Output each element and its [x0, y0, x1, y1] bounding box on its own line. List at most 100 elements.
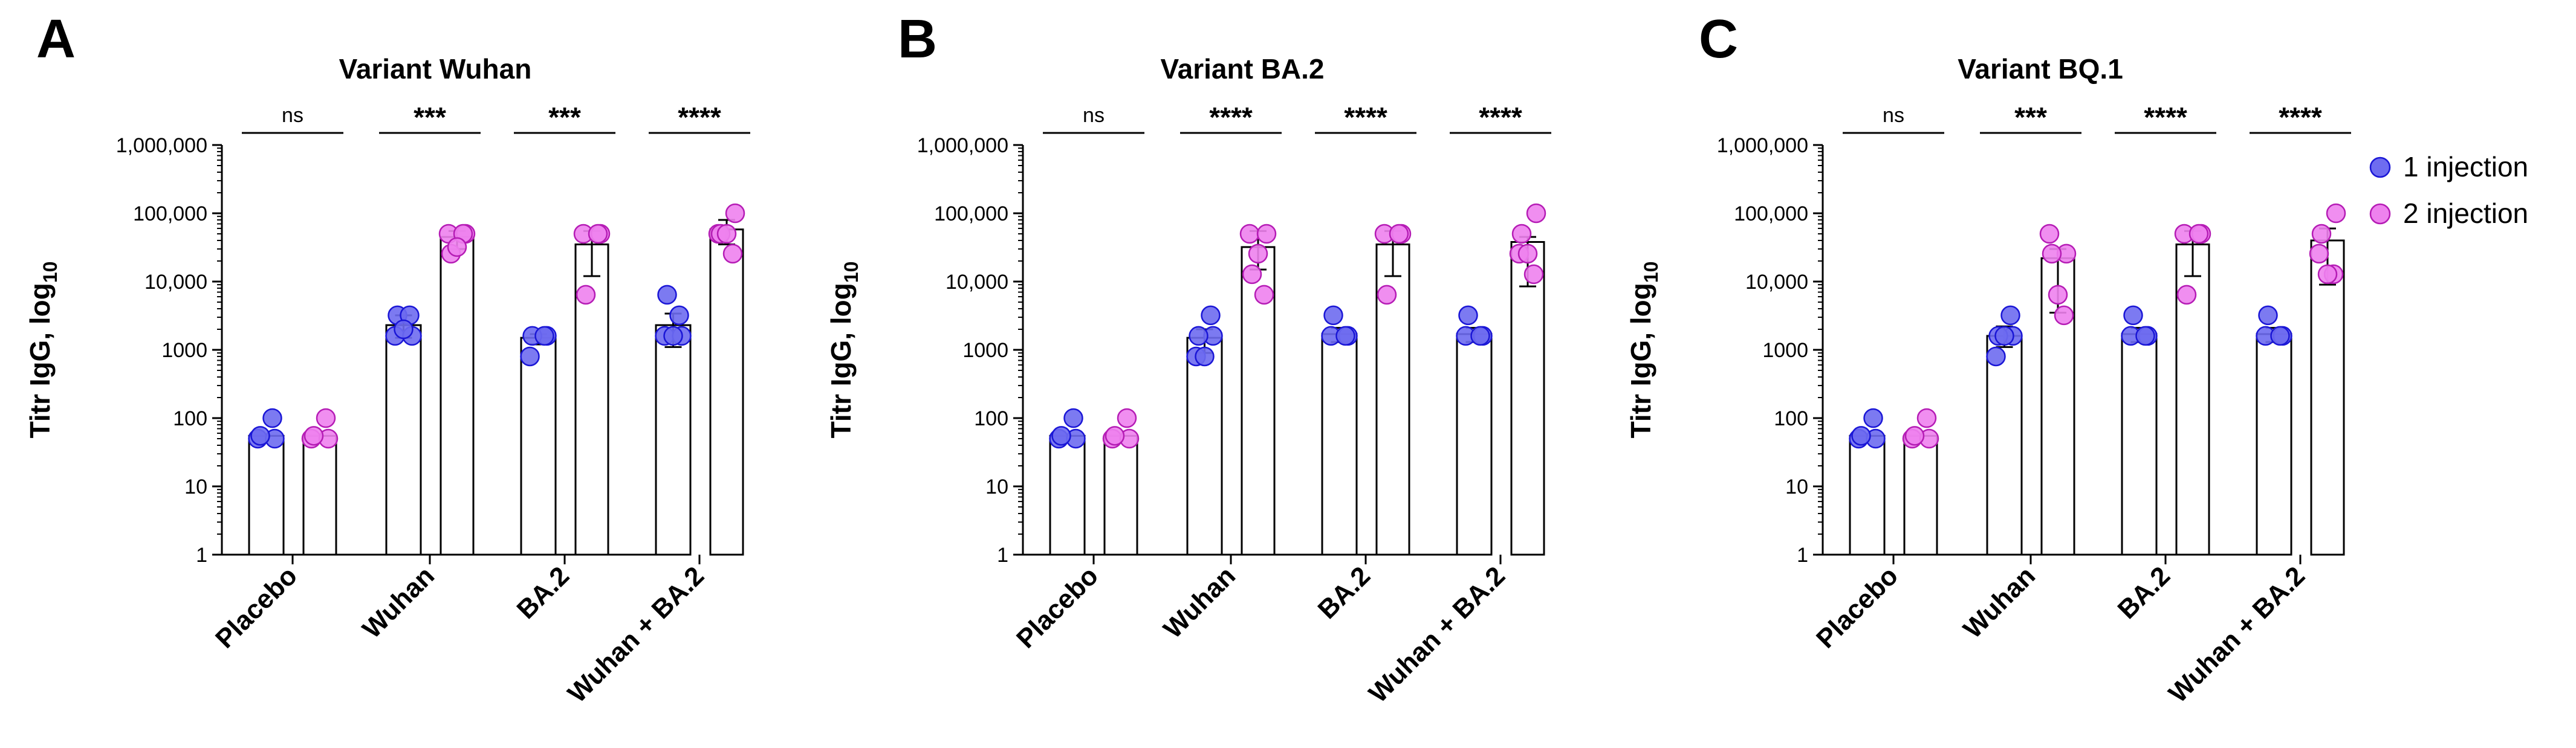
y-axis-label: Titr IgG, log10	[825, 262, 862, 439]
data-point	[2054, 305, 2074, 326]
data-point	[2317, 264, 2338, 285]
y-tick-label: 100,000	[934, 202, 1008, 225]
significance-label: ***	[548, 102, 581, 133]
significance-label: ****	[2144, 102, 2187, 133]
data-point	[520, 346, 540, 367]
legend-label-2: 2 injection	[2403, 198, 2528, 229]
data-point	[2258, 305, 2278, 326]
legend-label-1: 1 injection	[2403, 151, 2528, 182]
significance-label: ns	[1083, 104, 1105, 127]
x-tick-label: Wuhan	[1158, 561, 1241, 644]
data-point	[2039, 224, 2060, 244]
significance-label: ****	[1209, 102, 1253, 133]
data-point	[2042, 243, 2062, 264]
bar-1-injection	[1849, 434, 1886, 556]
data-point	[1051, 426, 1071, 446]
data-point	[1117, 408, 1137, 428]
bar-2-injection	[1103, 434, 1138, 556]
group-ba-2: **** BA.2	[1312, 102, 1416, 625]
y-tick-label: 1,000,000	[116, 134, 207, 157]
bar-1-injection	[1049, 434, 1086, 556]
significance-label: ****	[1344, 102, 1387, 133]
data-point	[576, 285, 596, 305]
significance-label: ns	[1883, 104, 1904, 127]
data-point	[1458, 305, 1478, 326]
data-point	[2135, 326, 2155, 346]
y-tick-label: 1000	[1762, 339, 1808, 362]
data-point	[2309, 243, 2329, 264]
chart-panel-b: B Variant BA.2 Titr IgG, log10 1 10 100 1000 10…	[825, 9, 1551, 709]
bar-2-injection	[1903, 434, 1938, 556]
data-point	[1511, 224, 1532, 244]
data-point	[2048, 285, 2068, 305]
y-tick-label: 1	[1797, 544, 1808, 567]
group-placebo: ns Placebo	[1811, 104, 1944, 654]
y-axis-label: Titr IgG, log10	[1625, 262, 1662, 439]
data-point	[722, 243, 743, 264]
y-tick-label: 10	[985, 476, 1008, 498]
significance-label: ****	[1479, 102, 1522, 133]
data-point	[1863, 408, 1883, 428]
significance-label: ***	[2014, 102, 2047, 133]
significance-label: ns	[282, 104, 303, 127]
y-tick-label: 1,000,000	[917, 134, 1008, 157]
bar-1-injection	[655, 324, 692, 556]
bar-1-injection	[2121, 333, 2158, 556]
data-point	[1242, 264, 1262, 285]
y-tick-label: 10	[184, 476, 207, 498]
bar-1-injection	[248, 434, 285, 556]
y-tick-label: 1	[196, 544, 207, 567]
bar-2-injection	[2310, 239, 2345, 556]
data-point	[2123, 305, 2143, 326]
x-tick-label: BA.2	[511, 561, 576, 625]
data-point	[663, 326, 683, 346]
panel-letter: C	[1699, 9, 1738, 69]
x-tick-label: BA.2	[2112, 561, 2176, 625]
data-point	[2326, 203, 2346, 224]
data-point	[1063, 408, 1083, 428]
x-tick-label: Wuhan + BA.2	[2163, 561, 2311, 708]
bar-1-injection	[385, 324, 422, 556]
data-point	[1389, 224, 1409, 244]
bar-2-injection	[302, 434, 337, 556]
group-placebo: ns Placebo	[1011, 104, 1144, 654]
bar-2-injection	[1510, 240, 1545, 556]
chart-title: Variant BA.2	[1161, 53, 1325, 85]
panel-letter: B	[898, 9, 937, 69]
bar-2-injection	[440, 236, 475, 556]
bar-1-injection	[1186, 337, 1223, 556]
bar-1-injection	[1456, 333, 1493, 556]
legend: 1 injection 2 injection	[2369, 151, 2528, 229]
x-tick-label: Placebo	[1011, 561, 1104, 654]
group-ba-2: **** BA.2	[2112, 102, 2216, 625]
group-wuhan: *** Wuhan	[1958, 102, 2081, 644]
bar-1-injection	[1986, 335, 2023, 556]
x-tick-label: BA.2	[1312, 561, 1377, 625]
panel-letter: A	[36, 9, 76, 69]
group-wuhan: **** Wuhan	[1158, 102, 1282, 644]
y-tick-label: 100	[173, 407, 207, 430]
data-point	[303, 426, 324, 446]
chart-title: Variant Wuhan	[339, 53, 532, 85]
data-point	[1994, 326, 2014, 346]
x-tick-label: Wuhan + BA.2	[1363, 561, 1511, 708]
legend-marker-2	[2369, 203, 2391, 225]
data-point	[1254, 285, 1274, 305]
group-placebo: ns Placebo	[210, 104, 343, 654]
data-point	[725, 203, 745, 224]
data-point	[2270, 326, 2290, 346]
x-tick-label: Placebo	[1811, 561, 1904, 654]
data-point	[1523, 264, 1544, 285]
y-tick-label: 1000	[962, 339, 1008, 362]
data-point	[1916, 408, 1937, 428]
y-tick-label: 1,000,000	[1717, 134, 1808, 157]
data-point	[1239, 224, 1260, 244]
data-point	[1517, 243, 1538, 264]
data-point	[1105, 426, 1125, 446]
group-wuhan: *** Wuhan	[357, 102, 481, 644]
chart-panel-a: A Variant Wuhan Titr IgG, log10 1 10 100 1000 1…	[24, 9, 750, 709]
data-point	[447, 237, 467, 257]
y-tick-label: 100	[1774, 407, 1808, 430]
data-point	[1526, 203, 1546, 224]
